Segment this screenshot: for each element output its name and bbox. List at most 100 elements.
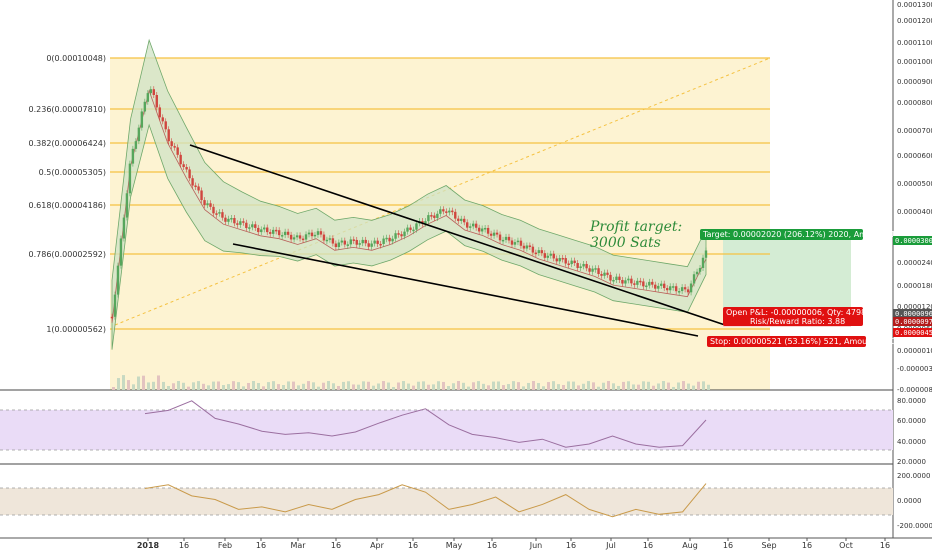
candle-body <box>236 223 239 225</box>
volume-bar <box>622 381 625 390</box>
candle-body <box>376 240 379 244</box>
candle-body <box>689 283 693 293</box>
volume-bar <box>172 383 175 390</box>
candle-body <box>301 238 305 241</box>
candle-body <box>337 242 341 248</box>
volume-bar <box>132 384 135 390</box>
time-tick-label: 16 <box>256 541 266 550</box>
volume-bar <box>692 385 695 390</box>
volume-bar <box>362 381 365 390</box>
candle-body <box>621 279 624 284</box>
osc-tick-label: 200.0000 <box>897 472 930 480</box>
candle-body <box>271 229 275 234</box>
candle-body <box>448 210 451 213</box>
time-tick-label: 16 <box>643 541 653 550</box>
candle-body <box>358 243 361 245</box>
time-tick-label: Jul <box>605 541 616 550</box>
candle-body <box>203 200 206 206</box>
candle-body <box>260 229 263 233</box>
candle-body <box>110 316 114 319</box>
volume-bar <box>372 385 375 390</box>
price-tick-label: 0.00002400 <box>897 259 932 267</box>
upper-trend-line[interactable] <box>189 144 726 326</box>
volume-bar <box>202 383 205 390</box>
candle-body <box>519 240 523 246</box>
candle-body <box>388 237 391 242</box>
volume-bar <box>672 386 675 390</box>
candle-body <box>588 268 591 272</box>
volume-bar <box>432 384 435 390</box>
candle-body <box>627 278 630 281</box>
candle-body <box>695 271 699 275</box>
candle-body <box>274 229 278 232</box>
candle-body <box>373 240 376 244</box>
volume-bar <box>277 384 280 390</box>
candle-body <box>594 268 597 270</box>
time-tick-label: Oct <box>839 541 853 550</box>
volume-bar <box>472 382 475 390</box>
volume-bar <box>192 382 195 390</box>
volume-bar <box>497 381 500 390</box>
volume-bar <box>272 381 275 390</box>
volume-bar <box>142 375 145 390</box>
volume-bar <box>157 375 160 390</box>
price-tag <box>893 328 932 337</box>
candle-body <box>170 141 173 147</box>
candle-body <box>239 221 242 225</box>
fib-label: 0.786(0.00002592) <box>29 250 107 259</box>
candle-body <box>254 224 257 228</box>
candle-body <box>391 238 394 242</box>
price-tag <box>893 309 932 318</box>
volume-bar <box>607 381 610 390</box>
osc-band <box>0 488 893 515</box>
candle-body <box>125 193 129 218</box>
candle-body <box>179 154 182 165</box>
volume-bar <box>412 385 415 390</box>
volume-bar <box>482 383 485 390</box>
lower-trend-line[interactable] <box>232 243 699 337</box>
candle-body <box>516 240 520 243</box>
price-tick-label: 0.00000100 <box>897 347 932 355</box>
volume-bar <box>207 385 210 390</box>
volume-bar <box>652 385 655 390</box>
candle-body <box>182 164 185 168</box>
volume-bar <box>282 385 285 390</box>
candle-body <box>474 223 478 228</box>
volume-bar <box>152 381 155 390</box>
time-tick-label: 16 <box>331 541 341 550</box>
volume-bar <box>187 386 190 390</box>
candle-body <box>552 253 555 259</box>
candle-body <box>263 227 266 230</box>
candle-body <box>233 218 236 224</box>
candle-body <box>152 89 155 96</box>
fib-label: 0.5(0.00005305) <box>39 168 106 177</box>
candle-body <box>409 227 412 230</box>
volume-bar <box>177 381 180 390</box>
candle-body <box>463 218 466 223</box>
candle-body <box>615 276 618 280</box>
candle-body <box>525 245 529 249</box>
candle-body <box>451 210 454 213</box>
candle-body <box>495 232 499 235</box>
target-label[interactable]: Target: 0.00002020 (206.12%) 2020, Amoun… <box>700 229 923 240</box>
candle-body <box>483 227 487 230</box>
stop-label[interactable]: Stop: 0.00000521 (53.16%) 521, Amount: 7… <box>707 336 896 347</box>
candle-body <box>334 243 338 248</box>
volume-bar <box>317 386 320 390</box>
pnl-label[interactable]: Open P&L: -0.00000006, Qty: 47984644 Ris… <box>723 307 887 326</box>
fib-label: 0(0.00010048) <box>46 54 106 63</box>
volume-bar <box>257 383 260 390</box>
candle-body <box>642 281 645 287</box>
candle-body <box>206 203 209 206</box>
candle-body <box>379 243 382 246</box>
candle-body <box>489 233 493 236</box>
candle-body <box>671 286 675 288</box>
candle-body <box>385 237 388 240</box>
candle-body <box>161 117 164 122</box>
volume-bar <box>662 381 665 390</box>
volume-bar <box>487 385 490 390</box>
volume-bar <box>582 383 585 390</box>
